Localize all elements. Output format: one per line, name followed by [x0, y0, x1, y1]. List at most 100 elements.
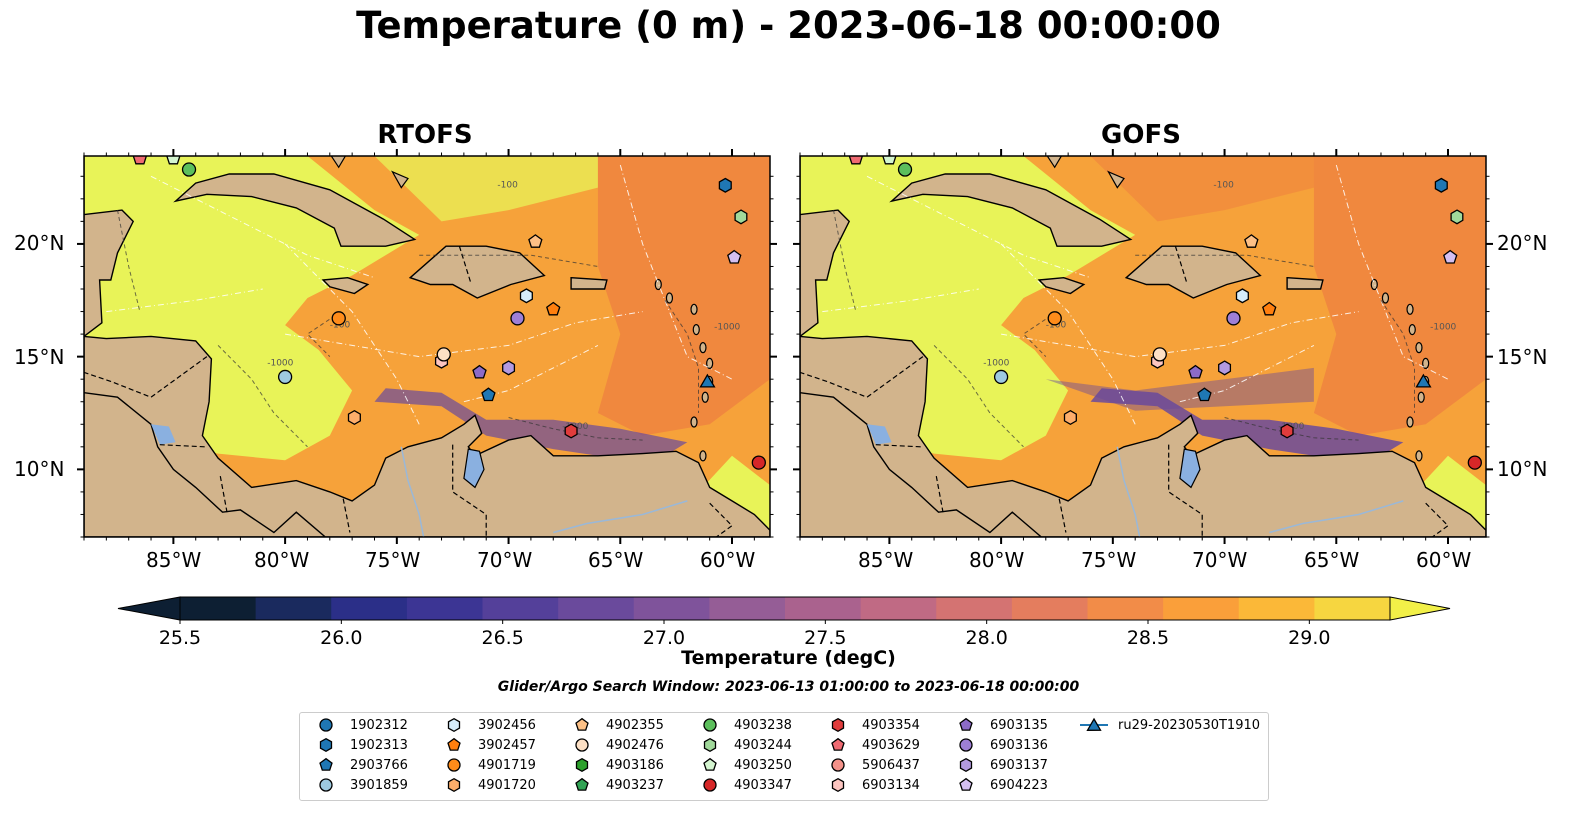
legend-entry: 6903134 — [822, 775, 920, 795]
float-marker — [528, 234, 543, 248]
legend-entry: ru29-20230530T1910 — [1078, 715, 1260, 735]
island-land — [1406, 303, 1414, 315]
float-marker — [1063, 409, 1077, 426]
island-land — [1422, 357, 1430, 370]
colorbar-segment — [1011, 597, 1089, 620]
x-tick-label: 85°W — [146, 548, 202, 572]
jamaica-land — [1037, 276, 1086, 295]
island-land — [654, 278, 662, 291]
legend-marker — [319, 778, 333, 792]
bathymetry-contour — [1135, 254, 1314, 267]
float-marker — [1280, 423, 1294, 439]
legend-marker — [575, 757, 589, 773]
hexagon-marker-icon — [575, 757, 589, 773]
float-marker — [1047, 311, 1062, 326]
x-tick-label: 85°W — [858, 548, 914, 572]
float-marker — [1244, 234, 1259, 248]
country-border — [935, 475, 944, 513]
hexagon-marker-icon — [447, 717, 461, 733]
circle-marker-icon — [703, 718, 717, 732]
legend-label: 6903137 — [990, 757, 1048, 773]
x-tick-label: 80°W — [969, 548, 1025, 572]
legend-marker — [447, 737, 461, 751]
legend-label: 5906437 — [862, 757, 920, 773]
central-south-america-land — [800, 335, 1486, 537]
colorbar-segment — [860, 597, 937, 620]
puerto-rico-land — [1286, 276, 1324, 290]
lake-maracaibo — [1179, 448, 1201, 489]
pentagon-marker-icon — [575, 777, 589, 791]
legend-label: 3902456 — [478, 717, 536, 733]
contour-label: -1000 — [983, 359, 1009, 369]
legend-label: 4903186 — [606, 757, 664, 773]
hexagon-marker-icon — [703, 737, 717, 753]
legend-entry: 6903136 — [950, 735, 1048, 755]
legend: 1902312 1902313 2903766 3901859 3902456 39024… — [299, 712, 1269, 801]
bahamas-land — [391, 170, 409, 189]
legend-entry: 3902457 — [438, 735, 536, 755]
legend-entry: 4903186 — [566, 755, 664, 775]
hexagon-marker-icon — [319, 737, 333, 753]
eez-boundary — [463, 344, 599, 403]
legend-entry: 4901720 — [438, 775, 536, 795]
legend-marker — [831, 717, 845, 733]
country-border — [219, 475, 228, 513]
circle-marker-icon — [831, 758, 845, 772]
legend-marker — [575, 717, 589, 731]
colorbar-tick-label: 27.5 — [804, 627, 846, 645]
float-marker — [727, 249, 742, 264]
legend-entry: 4903250 — [694, 755, 792, 775]
legend-entry: 4903244 — [694, 735, 792, 755]
north-warm-band — [1090, 156, 1359, 222]
colorbar-segment — [1314, 597, 1391, 620]
float-marker — [1188, 364, 1203, 379]
colorbar-tick-label: 26.0 — [320, 627, 362, 645]
legend-entry: 4903237 — [566, 775, 664, 795]
eez-boundary — [285, 311, 643, 358]
legend-marker — [703, 718, 717, 732]
eez-boundary — [1335, 164, 1449, 380]
island-land — [1381, 292, 1390, 304]
hexagon-marker-icon — [959, 757, 973, 773]
country-border — [1058, 498, 1067, 533]
legend-label: ru29-20230530T1910 — [1118, 717, 1261, 733]
float-marker — [1262, 301, 1277, 316]
eez-boundary — [150, 175, 375, 279]
float-marker — [897, 162, 913, 177]
river — [1116, 446, 1141, 537]
x-tick-label: 75°W — [365, 548, 421, 572]
hot-water-region — [597, 156, 770, 436]
pentagon-marker-icon — [447, 737, 461, 751]
island-land — [1406, 416, 1414, 428]
float-marker — [436, 347, 451, 362]
colorbar-tick-label: 29.0 — [1288, 627, 1330, 645]
yucatan-land — [800, 156, 851, 338]
legend-marker — [447, 758, 461, 772]
circle-marker-icon — [959, 738, 973, 752]
legend-entry: 6903137 — [950, 755, 1048, 775]
island-land — [1415, 342, 1423, 354]
legend-marker — [703, 737, 717, 753]
country-border — [458, 246, 472, 283]
cool-water-region — [1090, 388, 1404, 456]
hexagon-marker-icon — [447, 777, 461, 793]
glider-track-icon — [1080, 717, 1108, 731]
hexagon-marker-icon — [831, 717, 845, 733]
bathymetry-contour — [1380, 300, 1415, 413]
legend-marker — [319, 737, 333, 753]
bathymetry-contour — [117, 210, 141, 312]
eez-boundary — [822, 288, 979, 313]
colorbar-tick-label: 28.5 — [1127, 627, 1169, 645]
float-marker — [277, 369, 293, 385]
island-land — [699, 450, 707, 462]
legend-label: 6904223 — [990, 777, 1048, 793]
island-land — [1415, 450, 1423, 462]
country-border — [342, 498, 351, 533]
float-marker — [1152, 347, 1167, 362]
country-border — [1168, 444, 1203, 537]
island-land — [1408, 323, 1416, 336]
x-tick-label: 75°W — [1081, 548, 1137, 572]
float-marker — [1235, 288, 1249, 304]
legend-entry: 2903766 — [310, 755, 408, 775]
colorbar-segment — [482, 597, 559, 620]
